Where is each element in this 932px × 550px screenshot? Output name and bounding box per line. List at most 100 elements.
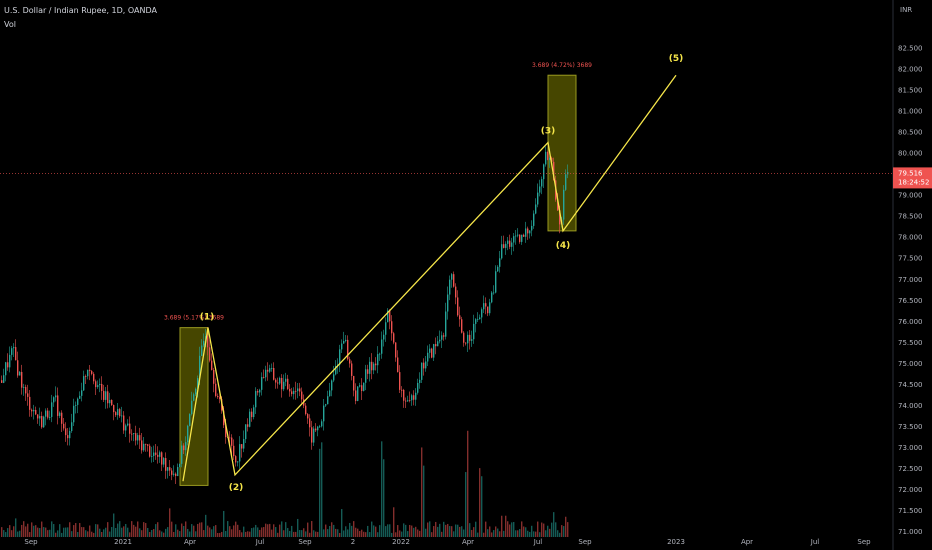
candle-body — [71, 422, 73, 432]
volume-bar — [381, 441, 383, 537]
candle-body — [465, 342, 467, 344]
volume-bar — [193, 525, 195, 537]
candle-body — [95, 381, 97, 388]
candle-body — [557, 199, 559, 211]
candle-body — [383, 334, 385, 340]
measurement-label: 3.689 (5.17%) 3689 — [164, 315, 224, 322]
wave-label: (3) — [541, 127, 556, 137]
volume-bar — [413, 527, 415, 537]
volume-bar — [29, 532, 31, 537]
candle-body — [363, 382, 365, 391]
volume-bar — [491, 532, 493, 537]
price-tick-label: 73.000 — [898, 444, 923, 452]
volume-bar — [81, 527, 83, 537]
candle-body — [311, 427, 313, 443]
candle-body — [19, 371, 21, 376]
candle-body — [83, 376, 85, 391]
volume-bar — [203, 530, 205, 537]
volume-bar — [303, 528, 305, 537]
volume-bar — [67, 527, 69, 537]
volume-bar — [263, 527, 265, 537]
candle-body — [267, 369, 269, 372]
volume-bar — [137, 521, 139, 537]
candle-body — [133, 433, 135, 435]
volume-bar — [197, 523, 199, 537]
candle-body — [93, 373, 95, 382]
time-tick-label: Jul — [810, 538, 820, 546]
candle-body — [235, 456, 237, 463]
volume-bar — [45, 527, 47, 537]
price-tick-label: 80.000 — [898, 150, 923, 158]
volume-bar — [317, 531, 319, 537]
candle-body — [131, 433, 133, 435]
volume-bar — [91, 531, 93, 537]
volume-bar — [101, 532, 103, 537]
measurement-box — [547, 74, 577, 232]
volume-bar — [487, 529, 489, 537]
volume-bar — [37, 527, 39, 537]
volume-bar — [555, 522, 557, 537]
volume-bar — [459, 526, 461, 537]
candle-body — [417, 382, 419, 393]
candle-body — [257, 391, 259, 393]
candle-body — [87, 369, 89, 377]
volume-bar — [185, 521, 187, 537]
candle-body — [353, 375, 355, 391]
volume-bar — [313, 530, 315, 537]
candle-body — [137, 435, 139, 441]
volume-bar — [97, 524, 99, 537]
elliott-wave: (1) (2) (3) (4) (5) — [182, 54, 683, 493]
candle-body — [427, 352, 429, 362]
candle-body — [273, 367, 275, 380]
volume-bar — [529, 531, 531, 537]
candle-body — [81, 390, 83, 396]
price-tick-label: 78.500 — [898, 213, 923, 221]
candle-body — [419, 379, 421, 383]
candle-body — [565, 174, 567, 190]
volume-bar — [57, 530, 59, 537]
candle-body — [395, 342, 397, 358]
candle-body — [413, 395, 415, 400]
time-tick-label: Sep — [578, 538, 592, 546]
volume-bar — [561, 525, 563, 537]
volume-bar — [123, 526, 125, 537]
time-tick-label: Sep — [24, 538, 38, 546]
volume-bar — [17, 531, 19, 537]
volume-bar — [329, 526, 331, 537]
time-tick-label: Jul — [533, 538, 543, 546]
volume-bar — [311, 521, 313, 537]
volume-bar — [345, 526, 347, 537]
candle-body — [331, 380, 333, 391]
volume-bar — [299, 530, 301, 537]
time-tick-label: 2022 — [392, 538, 410, 546]
volume-bar — [63, 527, 65, 537]
candle-body — [299, 388, 301, 392]
volume-bar — [143, 522, 145, 537]
volume-bar — [377, 532, 379, 537]
candle-body — [271, 367, 273, 369]
candle-body — [457, 297, 459, 316]
volume-bar — [139, 528, 141, 537]
candle-body — [469, 334, 471, 341]
candle-body — [177, 467, 179, 477]
volume-bar — [201, 522, 203, 537]
volume-bar — [251, 528, 253, 537]
volume-bar — [61, 532, 63, 537]
candle-body — [41, 415, 43, 428]
candle-body — [471, 339, 473, 341]
candle-body — [381, 339, 383, 354]
volume-bar — [327, 529, 329, 537]
volume-bar — [509, 524, 511, 537]
volume-bar — [41, 521, 43, 537]
candle-body — [485, 303, 487, 307]
candle-body — [321, 421, 323, 427]
price-tick-label: 75.000 — [898, 360, 923, 368]
candle-body — [357, 386, 359, 401]
candle-body — [361, 385, 363, 391]
candle-body — [309, 418, 311, 428]
price-axis: 82.500 82.000 81.500 81.000 80.500 80.000 79.0… — [892, 0, 923, 550]
candle-body — [17, 360, 19, 376]
wave-label: (4) — [556, 241, 571, 251]
candle-body — [371, 361, 373, 371]
